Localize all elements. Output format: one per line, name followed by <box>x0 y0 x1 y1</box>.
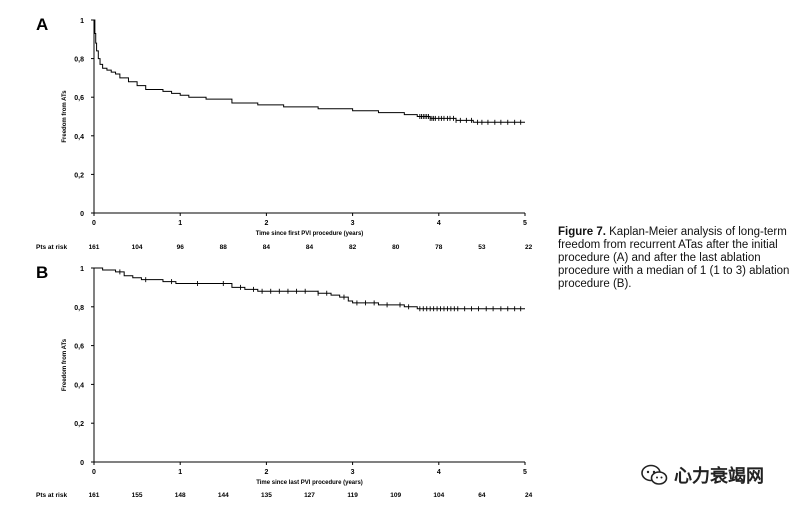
panel-b-at-risk-value: 64 <box>478 492 486 499</box>
panel-a-x-axis-label: Time since first PVI procedure (years) <box>256 231 364 237</box>
watermark: 心力衰竭网 <box>640 462 764 488</box>
panel-a-at-risk-value: 104 <box>132 244 143 251</box>
panel-b-at-risk-value: 104 <box>433 492 444 499</box>
panel-b-x-tick-label: 5 <box>523 469 527 476</box>
panel-a-x-tick-label: 5 <box>523 220 527 227</box>
panel-b-x-tick-label: 1 <box>178 469 182 476</box>
panel-a-at-risk-value: 82 <box>349 244 357 251</box>
figure-caption-text: Kaplan-Meier analysis of long-term freed… <box>558 226 790 290</box>
panel-a-at-risk-value: 84 <box>263 244 271 251</box>
panel-a-at-risk-value: 88 <box>220 244 228 251</box>
panel-a-x-tick-label: 3 <box>351 220 355 227</box>
panel-a-x-tick-label: 2 <box>264 220 268 227</box>
panel-a-at-risk-value: 161 <box>89 244 100 251</box>
panel-b-at-risk-value: 127 <box>304 492 315 499</box>
panel-a-x-tick-label: 1 <box>178 220 182 227</box>
watermark-text: 心力衰竭网 <box>674 466 764 486</box>
panel-b-x-tick-label: 0 <box>92 469 96 476</box>
panel-b-y-tick-label: 0 <box>80 460 84 467</box>
panel-a-at-risk-value: 22 <box>525 244 533 251</box>
panel-b-at-risk-value: 144 <box>218 492 229 499</box>
panel-b-at-risk-value: 135 <box>261 492 272 499</box>
panel-a-at-risk-value: 96 <box>177 244 185 251</box>
panel-b-survival-curve <box>94 267 525 310</box>
panel-a-y-tick-label: 0 <box>80 211 84 218</box>
figure-caption-label: Figure 7. <box>558 226 606 238</box>
panel-b-x-tick-label: 3 <box>351 469 355 476</box>
figure-caption: Figure 7. Kaplan-Meier analysis of long-… <box>558 226 790 291</box>
panel-a-y-tick-label: 0,4 <box>74 134 84 141</box>
panel-b-x-axis-label: Time since last PVI procedure (years) <box>256 480 363 486</box>
panel-b-y-tick-label: 0,6 <box>74 344 84 351</box>
panel-b-at-risk-value: 148 <box>175 492 186 499</box>
panel-a-y-axis-label: Freedom from ATs <box>62 90 68 143</box>
panel-b-at-risk-value: 161 <box>89 492 100 499</box>
panel-b-x-tick-label: 2 <box>264 469 268 476</box>
panel-b-y-axis-label: Freedom from ATs <box>62 338 68 391</box>
panel-a-at-risk-value: 80 <box>392 244 400 251</box>
panel-b-y-tick-label: 1 <box>80 266 84 273</box>
panel-a-at-risk-label: Pts at risk <box>36 244 67 251</box>
panel-b-y-tick-label: 0,2 <box>74 421 84 428</box>
panel-b-at-risk-value: 155 <box>132 492 143 499</box>
panel-a-y-tick-label: 0,2 <box>74 172 84 179</box>
panel-b-at-risk-value: 109 <box>390 492 401 499</box>
panel-b-y-tick-label: 0,8 <box>74 305 84 312</box>
panel-b-at-risk-value: 24 <box>525 492 533 499</box>
panel-a-label: A <box>36 15 48 34</box>
panel-a-x-tick-label: 0 <box>92 220 96 227</box>
wechat-icon <box>641 464 668 485</box>
panel-b-at-risk-label: Pts at risk <box>36 492 67 499</box>
panel-a-at-risk-value: 84 <box>306 244 314 251</box>
panel-b-at-risk-value: 119 <box>347 492 358 499</box>
panel-b-y-tick-label: 0,4 <box>74 382 84 389</box>
panel-b-x-tick-label: 4 <box>437 469 441 476</box>
panel-a-survival-curve <box>94 19 525 123</box>
panel-a-at-risk-value: 78 <box>435 244 443 251</box>
panel-a-x-tick-label: 4 <box>437 220 441 227</box>
panel-a-y-tick-label: 0,6 <box>74 95 84 102</box>
panel-a-y-tick-label: 0,8 <box>74 57 84 64</box>
panel-a-y-tick-label: 1 <box>80 18 84 25</box>
panel-b-label: B <box>36 263 48 282</box>
panel-a-at-risk-value: 53 <box>478 244 486 251</box>
